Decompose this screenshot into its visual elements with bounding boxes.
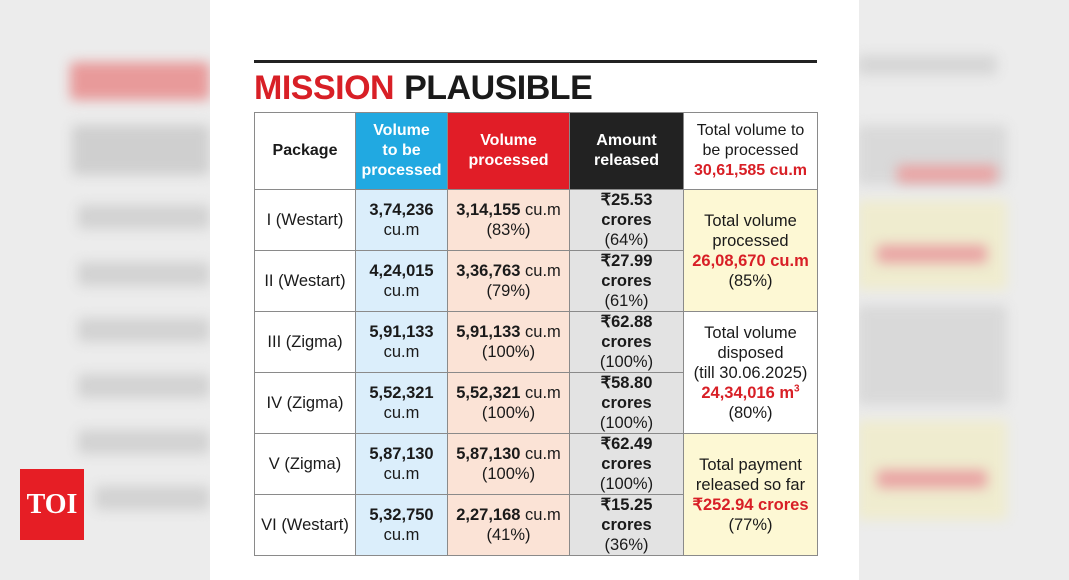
summary-total-disposed: Total volume disposed (till 30.06.2025) … (683, 311, 818, 434)
summary-total-payment: Total payment released so far ₹252.94 cr… (683, 433, 818, 556)
blurred-background-left: TOI (0, 0, 210, 580)
cell-package: VI (Westart) (254, 494, 356, 556)
table-row: IV (Zigma) 5,52,321 cu.m 5,52,321 cu.m (10… (254, 372, 818, 434)
cell-amount-released: ₹62.88 crores (100%) (569, 311, 684, 373)
blurred-background-right (857, 0, 1069, 580)
table-row: I (Westart) 3,74,236 cu.m 3,14,155 cu.m (8… (254, 189, 818, 312)
cell-volume-to-process: 5,87,130 cu.m (355, 433, 448, 495)
infographic-card: MISSION PLAUSIBLE Package Volume to be p… (210, 0, 859, 580)
table-row: III (Zigma) 5,91,133 cu.m 5,91,133 cu.m (1… (254, 311, 818, 434)
table-row: VI (Westart) 5,32,750 cu.m 2,27,168 cu.m(… (254, 494, 818, 556)
cell-volume-to-process: 5,91,133 cu.m (355, 311, 448, 373)
cell-volume-processed: 3,14,155 cu.m (83%) (447, 189, 570, 251)
header-volume-to-be-processed: Volume to be processed (355, 112, 448, 190)
cell-volume-processed: 2,27,168 cu.m (41%) (447, 494, 570, 556)
toi-logo: TOI (20, 469, 84, 540)
table-row: V (Zigma) 5,87,130 cu.m 5,87,130 cu.m (100… (254, 433, 818, 556)
infographic-title: MISSION PLAUSIBLE (254, 66, 593, 110)
header-row: Package Volume to be processed Volume pr… (254, 112, 818, 190)
cell-volume-to-process: 5,32,750 cu.m (355, 494, 448, 556)
cell-volume-processed: 5,91,133 cu.m (100%) (447, 311, 570, 373)
cell-package: II (Westart) (254, 250, 356, 312)
cell-amount-released: ₹58.80 crores (100%) (569, 372, 684, 434)
cell-volume-processed: 5,52,321 cu.m (100%) (447, 372, 570, 434)
title-part-mission: MISSION (254, 68, 395, 107)
cell-package: I (Westart) (254, 189, 356, 251)
cell-package: III (Zigma) (254, 311, 356, 373)
cell-volume-processed: 3,36,763 cu.m (79%) (447, 250, 570, 312)
cell-package: IV (Zigma) (254, 372, 356, 434)
cell-volume-processed: 5,87,130 cu.m (100%) (447, 433, 570, 495)
header-amount-released: Amount released (569, 112, 684, 190)
cell-amount-released: ₹27.99 crores (61%) (569, 250, 684, 312)
cell-volume-to-process: 3,74,236 cu.m (355, 189, 448, 251)
cell-volume-to-process: 4,24,015 cu.m (355, 250, 448, 312)
cell-amount-released: ₹62.49 crores (100%) (569, 433, 684, 495)
cell-amount-released: ₹15.25 crores (36%) (569, 494, 684, 556)
summary-total-processed: Total volume processed 26,08,670 cu.m (8… (683, 189, 818, 312)
table-row: II (Westart) 4,24,015 cu.m 3,36,763 cu.m(… (254, 250, 818, 312)
header-volume-processed: Volume processed (447, 112, 570, 190)
cell-amount-released: ₹25.53 crores (64%) (569, 189, 684, 251)
cell-package: V (Zigma) (254, 433, 356, 495)
header-package: Package (254, 112, 356, 190)
top-rule (254, 60, 817, 63)
summary-total-to-process: Total volume to be processed 30,61,585 c… (683, 112, 818, 190)
data-table: Package Volume to be processed Volume pr… (254, 112, 818, 556)
cell-volume-to-process: 5,52,321 cu.m (355, 372, 448, 434)
title-part-plausible: PLAUSIBLE (404, 68, 593, 107)
